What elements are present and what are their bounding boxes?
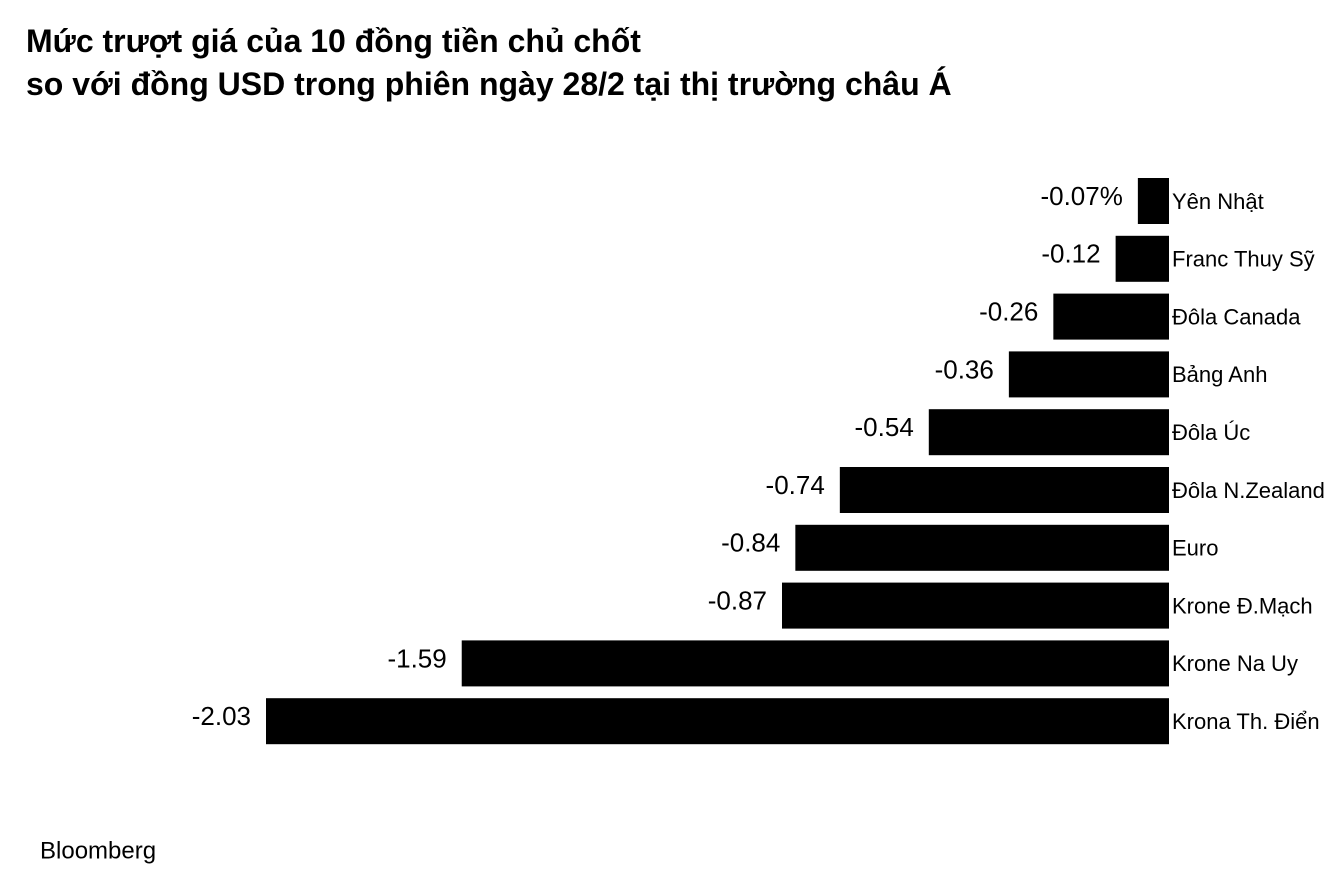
bar bbox=[1008, 351, 1169, 398]
value-label: -0.87 bbox=[708, 585, 767, 615]
category-label: Bảng Anh bbox=[1172, 362, 1267, 387]
value-label: -0.84 bbox=[721, 528, 780, 558]
category-label: Đôla Úc bbox=[1172, 420, 1250, 445]
category-label: Euro bbox=[1172, 536, 1218, 561]
value-label: -2.03 bbox=[192, 701, 251, 731]
source: Bloomberg bbox=[40, 837, 156, 864]
value-label: -0.74 bbox=[766, 470, 825, 500]
value-label: -0.54 bbox=[855, 412, 914, 442]
bar bbox=[782, 582, 1169, 629]
bar bbox=[266, 698, 1169, 745]
value-label: -0.07% bbox=[1040, 181, 1122, 211]
bar bbox=[461, 640, 1170, 687]
chart-title: Mức trượt giá của 10 đồng tiền chủ chốt bbox=[26, 23, 641, 59]
chart-title: so với đồng USD trong phiên ngày 28/2 tạ… bbox=[26, 66, 952, 102]
bar bbox=[795, 524, 1169, 571]
category-label: Đôla N.Zealand bbox=[1172, 478, 1325, 503]
value-label: -0.12 bbox=[1041, 239, 1100, 269]
category-label: Đôla Canada bbox=[1172, 304, 1301, 329]
category-label: Yên Nhật bbox=[1172, 189, 1264, 214]
category-label: Krone Na Uy bbox=[1172, 651, 1298, 676]
bar bbox=[839, 467, 1169, 513]
value-label: -1.59 bbox=[387, 643, 446, 673]
bar bbox=[1137, 178, 1169, 224]
bar bbox=[1115, 235, 1169, 282]
category-label: Krone Đ.Mạch bbox=[1172, 593, 1313, 618]
bar bbox=[1053, 293, 1169, 340]
value-label: -0.26 bbox=[979, 296, 1038, 326]
bar bbox=[928, 409, 1169, 456]
category-label: Franc Thuy Sỹ bbox=[1172, 247, 1315, 272]
value-label: -0.36 bbox=[935, 354, 994, 384]
category-label: Krona Th. Điển bbox=[1172, 709, 1320, 734]
